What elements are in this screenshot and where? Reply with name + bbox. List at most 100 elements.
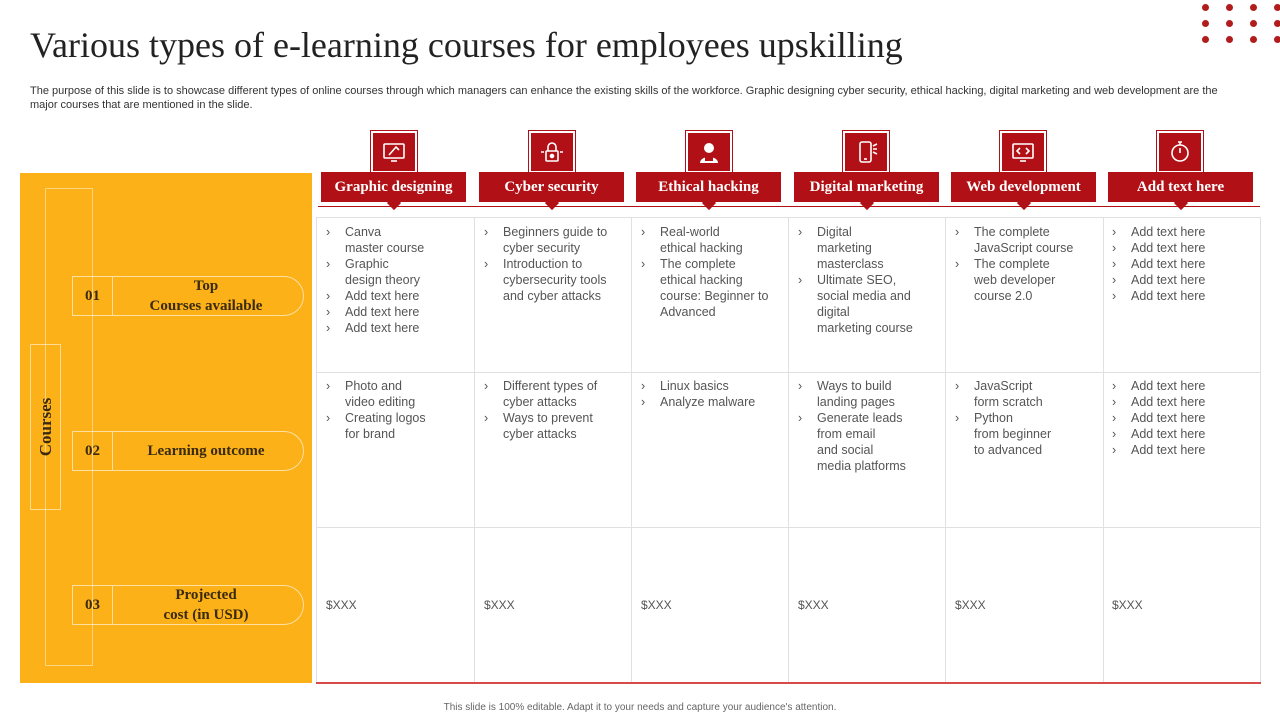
- list-item: Analyze malware: [641, 394, 781, 410]
- hacker-icon: [686, 131, 732, 173]
- column-header-label: Web development: [966, 178, 1081, 195]
- list-item: Linux basics: [641, 378, 781, 394]
- decorative-dot: [1274, 36, 1280, 43]
- row-number: 03: [73, 586, 113, 624]
- list-item: Add text here: [1112, 426, 1252, 442]
- header-pointer: [386, 195, 401, 211]
- decorative-dot: [1274, 4, 1280, 11]
- header-pointer: [859, 195, 874, 211]
- list-item: Creating logos for brand: [326, 410, 466, 442]
- column-header-label: Digital marketing: [809, 178, 924, 195]
- cell-outcome-ethical-hacking: Linux basicsAnalyze malware: [641, 378, 781, 410]
- design-icon: [371, 131, 417, 173]
- cell-cost-graphic-designing: $XXX: [326, 598, 357, 612]
- list-item: Canva master course: [326, 224, 466, 256]
- decorative-dot: [1274, 20, 1280, 27]
- list-item: JavaScript form scratch: [955, 378, 1095, 410]
- decorative-dot: [1226, 36, 1233, 43]
- web-code-icon: [1000, 131, 1046, 173]
- row-divider: [316, 372, 1261, 373]
- list-item: The complete ethical hacking course: Beg…: [641, 256, 781, 320]
- row-title: Projected cost (in USD): [163, 587, 249, 623]
- list-item: Add text here: [1112, 442, 1252, 458]
- decorative-dot: [1226, 20, 1233, 27]
- column-header-graphic-designing: Graphic designing: [321, 172, 466, 211]
- row-title: Top Courses available: [149, 278, 263, 314]
- list-item: Ultimate SEO, social media and digital m…: [798, 272, 938, 336]
- list-item: Beginners guide to cyber security: [484, 224, 624, 256]
- list-item: Add text here: [1112, 410, 1252, 426]
- list-item: The complete JavaScript course: [955, 224, 1095, 256]
- cell-courses-web-development: The complete JavaScript courseThe comple…: [955, 224, 1095, 304]
- slide-footer: This slide is 100% editable. Adapt it to…: [443, 702, 837, 713]
- cell-cost-digital-marketing: $XXX: [798, 598, 829, 612]
- column-divider: [945, 217, 946, 683]
- cell-outcome-add-text: Add text hereAdd text hereAdd text hereA…: [1112, 378, 1252, 458]
- list-item: Add text here: [1112, 224, 1252, 240]
- list-item: Ways to prevent cyber attacks: [484, 410, 624, 442]
- cell-courses-ethical-hacking: Real-world ethical hackingThe complete e…: [641, 224, 781, 320]
- decorative-dot: [1202, 36, 1209, 43]
- cell-outcome-digital-marketing: Ways to build landing pagesGenerate lead…: [798, 378, 938, 474]
- list-item: Generate leads from email and social med…: [798, 410, 938, 474]
- list-item: Photo and video editing: [326, 378, 466, 410]
- row-divider: [316, 527, 1261, 528]
- stopwatch-icon: [1157, 131, 1203, 173]
- list-item: Add text here: [326, 320, 466, 336]
- header-divider: [318, 206, 1260, 207]
- column-header-label: Cyber security: [504, 178, 599, 195]
- list-item: Add text here: [326, 304, 466, 320]
- column-divider: [631, 217, 632, 683]
- list-item: Add text here: [1112, 378, 1252, 394]
- list-item: Add text here: [1112, 394, 1252, 410]
- list-item: Add text here: [1112, 288, 1252, 304]
- slide-title: Various types of e-learning courses for …: [30, 25, 903, 65]
- list-item: Add text here: [326, 288, 466, 304]
- row-label-projected-cost: 03 Projected cost (in USD): [72, 585, 304, 625]
- row-number: 02: [73, 432, 113, 470]
- cell-outcome-web-development: JavaScript form scratchPython from begin…: [955, 378, 1095, 458]
- header-pointer: [1173, 195, 1188, 211]
- row-label-top-courses: 01 Top Courses available: [72, 276, 304, 316]
- list-item: Graphic design theory: [326, 256, 466, 288]
- list-item: Add text here: [1112, 256, 1252, 272]
- courses-panel: [20, 173, 312, 683]
- column-header-ethical-hacking: Ethical hacking: [636, 172, 781, 211]
- cell-cost-web-development: $XXX: [955, 598, 986, 612]
- row-number: 01: [73, 277, 113, 315]
- lock-icon: [529, 131, 575, 173]
- column-header-label: Add text here: [1136, 178, 1225, 195]
- row-title: Learning outcome: [147, 443, 265, 459]
- cell-cost-cyber-security: $XXX: [484, 598, 515, 612]
- list-item: Digital marketing masterclass: [798, 224, 938, 272]
- list-item: Python from beginner to advanced: [955, 410, 1095, 458]
- header-pointer: [701, 195, 716, 211]
- slide-description: The purpose of this slide is to showcase…: [30, 85, 1218, 111]
- mobile-icon: [843, 131, 889, 173]
- decorative-dots: [1202, 4, 1280, 46]
- cell-cost-ethical-hacking: $XXX: [641, 598, 672, 612]
- panel-outline: [45, 188, 93, 666]
- column-header-cyber-security: Cyber security: [479, 172, 624, 211]
- list-item: Add text here: [1112, 240, 1252, 256]
- column-header-add-text: Add text here: [1108, 172, 1253, 211]
- table-bottom-border: [316, 682, 1261, 684]
- cell-courses-digital-marketing: Digital marketing masterclassUltimate SE…: [798, 224, 938, 336]
- courses-label-box: [30, 344, 61, 510]
- cell-courses-add-text: Add text hereAdd text hereAdd text hereA…: [1112, 224, 1252, 304]
- cell-courses-cyber-security: Beginners guide to cyber securityIntrodu…: [484, 224, 624, 304]
- decorative-dot: [1250, 36, 1257, 43]
- courses-label: Courses: [36, 397, 55, 457]
- list-item: Real-world ethical hacking: [641, 224, 781, 256]
- cell-cost-add-text: $XXX: [1112, 598, 1143, 612]
- cell-outcome-graphic-designing: Photo and video editingCreating logos fo…: [326, 378, 466, 442]
- cell-outcome-cyber-security: Different types of cyber attacksWays to …: [484, 378, 624, 442]
- list-item: Introduction to cybersecurity tools and …: [484, 256, 624, 304]
- column-header-digital-marketing: Digital marketing: [794, 172, 939, 211]
- list-item: Different types of cyber attacks: [484, 378, 624, 410]
- column-divider: [788, 217, 789, 683]
- header-pointer: [1016, 195, 1031, 211]
- decorative-dot: [1202, 4, 1209, 11]
- list-item: The complete web developer course 2.0: [955, 256, 1095, 304]
- list-item: Ways to build landing pages: [798, 378, 938, 410]
